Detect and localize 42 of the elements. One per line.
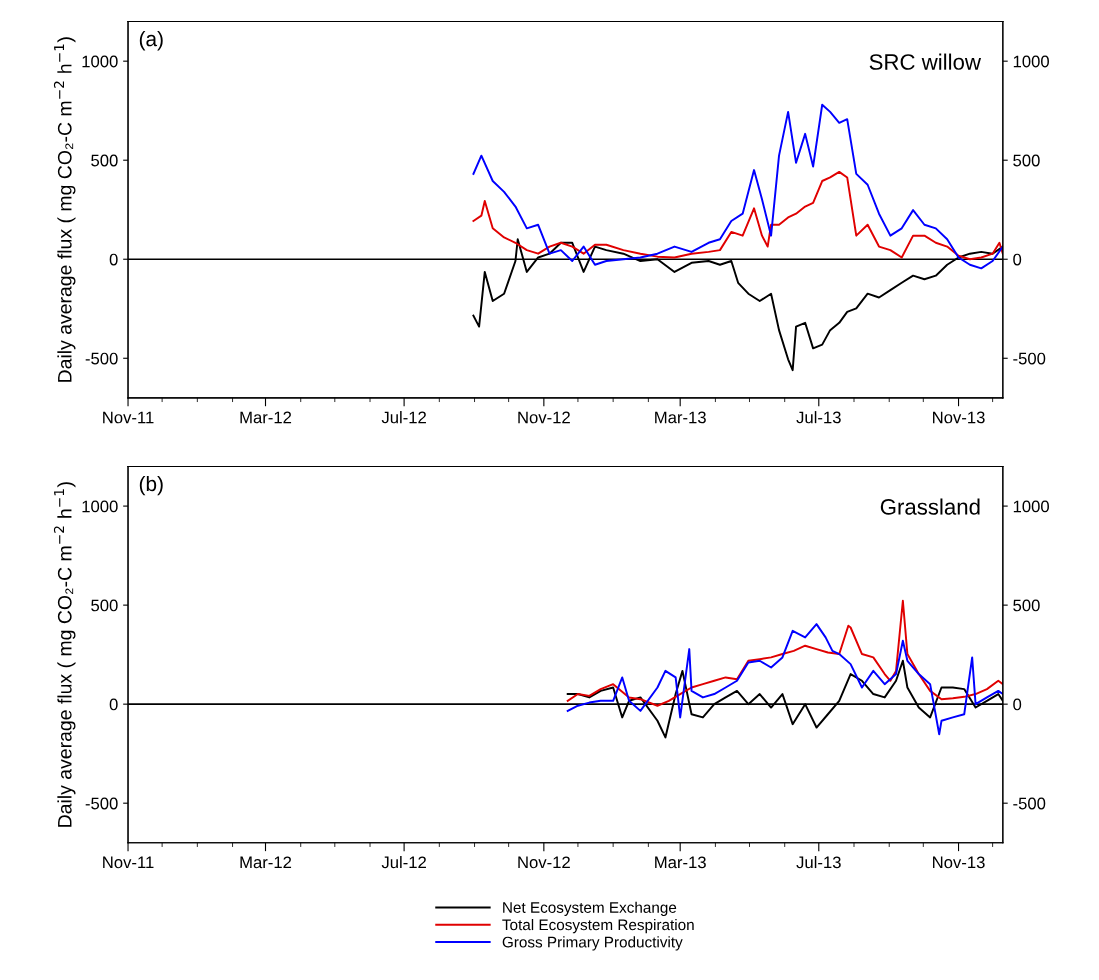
legend-label: Gross Primary Productivity bbox=[502, 936, 683, 951]
x-tick-label: Nov-12 bbox=[518, 411, 570, 424]
y-axis-title: Daily average flux ( mg CO₂-C m$^{−2}$ h$^{−1}$) bbox=[53, 37, 76, 382]
x-tick-label: Nov-11 bbox=[103, 411, 154, 424]
x-tick-label: Jul-13 bbox=[796, 411, 841, 424]
x-tick-label: Jul-12 bbox=[381, 411, 426, 424]
annotation: Grassland bbox=[880, 498, 980, 515]
x-tick-label: Jul-12 bbox=[381, 855, 426, 869]
line-series bbox=[472, 103, 1003, 270]
y-tick-label: 0 bbox=[109, 253, 118, 266]
y2-tick-label: 1000 bbox=[1013, 500, 1049, 513]
y2-tick-label: 1000 bbox=[1013, 55, 1049, 68]
y2-tick-label: -500 bbox=[1013, 797, 1046, 810]
x-tick-label: Mar-13 bbox=[655, 411, 706, 424]
x-tick-label: Nov-13 bbox=[933, 411, 985, 424]
annotation: (b) bbox=[139, 475, 163, 496]
line-series bbox=[566, 599, 1003, 707]
y2-tick-label: 500 bbox=[1013, 154, 1040, 167]
y-axis-title: Daily average flux ( mg CO₂-C m$^{−2}$ h$^{−1}$) bbox=[53, 482, 76, 827]
x-tick-label: Jul-13 bbox=[796, 855, 841, 869]
annotation: SRC willow bbox=[869, 53, 982, 70]
y-tick-label: -500 bbox=[85, 797, 118, 810]
line-series bbox=[472, 170, 1003, 261]
x-tick-label: Nov-12 bbox=[518, 856, 570, 869]
y2-tick-label: -500 bbox=[1013, 352, 1046, 365]
x-tick-label: Nov-13 bbox=[933, 856, 985, 869]
legend-label: Total Ecosystem Respiration bbox=[502, 919, 694, 934]
y-tick-label: -500 bbox=[85, 352, 118, 365]
y2-tick-label: 0 bbox=[1013, 698, 1022, 711]
y-tick-label: 500 bbox=[91, 599, 118, 612]
y2-tick-label: 0 bbox=[1013, 253, 1022, 266]
y-tick-label: 500 bbox=[91, 154, 118, 167]
y-tick-label: 1000 bbox=[82, 55, 118, 68]
x-tick-label: Mar-13 bbox=[655, 856, 706, 869]
legend-label: Net Ecosystem Exchange bbox=[503, 901, 677, 916]
y2-tick-label: 500 bbox=[1013, 599, 1040, 612]
x-tick-label: Mar-12 bbox=[240, 411, 292, 424]
x-tick-label: Nov-11 bbox=[103, 856, 154, 869]
y-tick-label: 0 bbox=[109, 698, 118, 711]
x-tick-label: Mar-12 bbox=[240, 856, 292, 869]
annotation: (a) bbox=[139, 30, 163, 51]
y-tick-label: 1000 bbox=[82, 500, 118, 513]
